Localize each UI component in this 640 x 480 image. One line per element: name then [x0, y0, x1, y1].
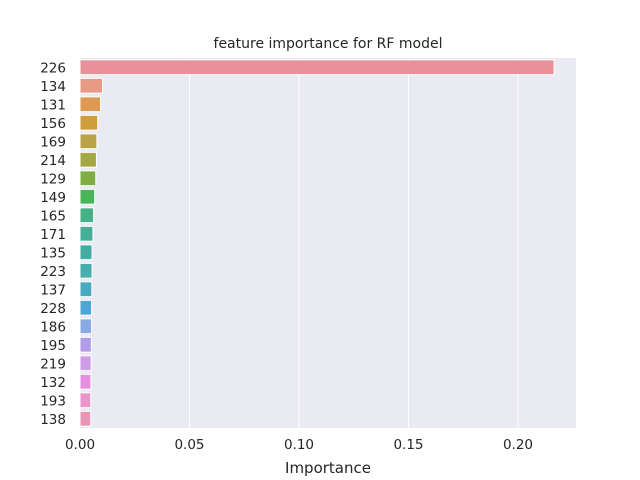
bar-171 [79, 225, 94, 242]
x-tick-label: 0.10 [284, 437, 314, 453]
chart-title: feature importance for RF model [214, 36, 443, 52]
y-tick-label: 131 [40, 97, 66, 113]
x-tick-labels: 0.00 0.05 0.10 0.15 0.20 [65, 437, 533, 453]
y-tick-label: 214 [40, 153, 66, 169]
x-tick-label: 0.15 [393, 437, 423, 453]
y-tick-label: 169 [40, 134, 66, 150]
bar-137 [79, 281, 93, 298]
bar-219 [79, 355, 92, 372]
plot-background [80, 58, 576, 428]
y-tick-label: 171 [40, 227, 66, 243]
y-tick-label: 165 [40, 208, 66, 224]
bar-135 [79, 244, 93, 261]
bar-131 [79, 96, 102, 113]
y-tick-label: 228 [40, 301, 66, 317]
y-tick-label: 137 [40, 282, 66, 298]
y-tick-label: 223 [40, 264, 66, 280]
x-axis-label: Importance [285, 459, 371, 477]
bar-134 [79, 77, 104, 94]
bar-169 [79, 133, 98, 150]
y-tick-label: 135 [40, 245, 66, 261]
bar-129 [79, 170, 97, 187]
bar-156 [79, 114, 99, 131]
y-tick-label: 193 [40, 393, 66, 409]
bar-228 [79, 299, 93, 316]
bar-149 [79, 188, 96, 205]
bars-group [79, 59, 555, 427]
y-tick-label: 226 [40, 60, 66, 76]
y-tick-labels: 226 134 131 156 169 214 129 149 165 171 135 223 137 2… [40, 60, 66, 428]
bar-223 [79, 262, 93, 279]
y-tick-label: 195 [40, 338, 66, 354]
bar-214 [79, 151, 97, 168]
bar-186 [79, 318, 93, 335]
y-tick-label: 219 [40, 356, 66, 372]
y-tick-label: 129 [40, 171, 66, 187]
x-tick-label: 0.00 [65, 437, 95, 453]
bar-138 [79, 410, 92, 427]
x-tick-label: 0.05 [174, 437, 204, 453]
bar-195 [79, 336, 92, 353]
bar-165 [79, 207, 95, 224]
bar-193 [79, 392, 92, 409]
y-tick-label: 156 [40, 116, 66, 132]
bar-226 [79, 59, 555, 76]
y-tick-label: 149 [40, 190, 66, 206]
y-tick-label: 186 [40, 319, 66, 335]
x-tick-label: 0.20 [503, 437, 533, 453]
y-tick-label: 138 [40, 412, 66, 428]
y-tick-label: 132 [40, 375, 66, 391]
bar-132 [79, 373, 92, 390]
y-tick-label: 134 [40, 79, 66, 95]
